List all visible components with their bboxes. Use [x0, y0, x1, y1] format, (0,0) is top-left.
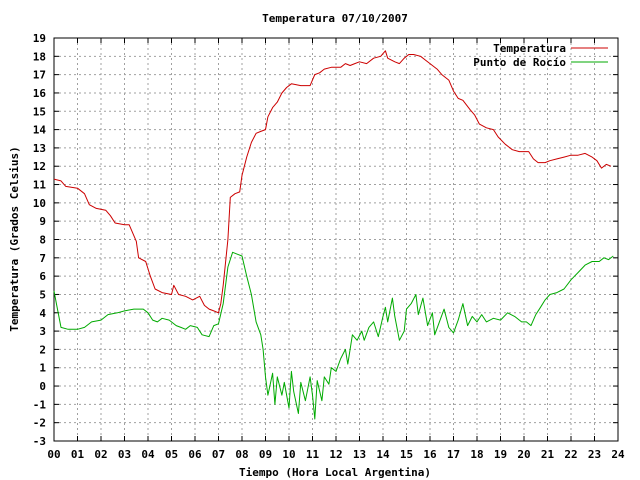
- y-tick-label: 18: [33, 50, 46, 63]
- x-tick-label: 01: [71, 448, 85, 461]
- y-tick-label: 5: [39, 288, 46, 301]
- y-tick-label: 13: [33, 142, 46, 155]
- y-tick-label: 1: [39, 362, 46, 375]
- series-line-1: [53, 251, 614, 420]
- x-tick-label: 00: [47, 448, 60, 461]
- y-tick-label: 8: [39, 234, 46, 247]
- x-tick-label: 11: [306, 448, 320, 461]
- x-tick-label: 21: [541, 448, 555, 461]
- x-tick-label: 16: [423, 448, 437, 461]
- y-tick-label: 10: [33, 197, 46, 210]
- y-tick-label: -3: [33, 435, 46, 448]
- tick-marks: [53, 37, 619, 442]
- y-tick-label: 11: [33, 179, 47, 192]
- y-tick-label: 16: [33, 87, 47, 100]
- y-tick-label: -1: [33, 398, 47, 411]
- legend-label: Punto de Rocío: [473, 56, 566, 69]
- x-tick-label: 19: [494, 448, 507, 461]
- x-axis-title: Tiempo (Hora Local Argentina): [239, 466, 431, 479]
- x-tick-label: 17: [447, 448, 460, 461]
- y-tick-label: 15: [33, 105, 46, 118]
- x-tick-label: 04: [141, 448, 155, 461]
- y-axis-title: Temperatura (Grados Celsius): [8, 146, 21, 331]
- x-tick-label: 12: [329, 448, 342, 461]
- chart-title: Temperatura 07/10/2007: [262, 12, 408, 25]
- series-lines: [53, 50, 614, 420]
- y-tick-label: -2: [33, 417, 46, 430]
- x-tick-label: 09: [259, 448, 272, 461]
- grid-lines: [54, 38, 618, 441]
- x-tick-label: 10: [282, 448, 295, 461]
- legend-label: Temperatura: [493, 42, 566, 55]
- y-tick-label: 4: [39, 307, 46, 320]
- x-tick-label: 07: [212, 448, 225, 461]
- x-tick-label: 18: [470, 448, 483, 461]
- x-tick-label: 22: [564, 448, 577, 461]
- y-tick-label: 3: [39, 325, 46, 338]
- x-tick-label: 02: [94, 448, 107, 461]
- y-tick-label: 9: [39, 215, 46, 228]
- y-tick-label: 0: [39, 380, 46, 393]
- x-tick-label: 05: [165, 448, 178, 461]
- x-tick-label: 23: [588, 448, 601, 461]
- y-tick-label: 7: [39, 252, 46, 265]
- x-tick-label: 24: [611, 448, 625, 461]
- y-tick-label: 12: [33, 160, 46, 173]
- y-tick-label: 6: [39, 270, 46, 283]
- y-tick-label: 19: [33, 32, 46, 45]
- x-tick-label: 08: [235, 448, 248, 461]
- y-tick-label: 14: [33, 124, 47, 137]
- y-tick-label: 17: [33, 69, 46, 82]
- x-tick-label: 20: [517, 448, 530, 461]
- x-tick-label: 14: [376, 448, 390, 461]
- x-tick-label: 06: [188, 448, 202, 461]
- x-tick-label: 13: [353, 448, 366, 461]
- y-tick-label: 2: [39, 343, 46, 356]
- x-tick-labels: 00 01 02 03 04 05 06 07 08 09 10 11 12 13 14 15 16 17 18 19…: [47, 448, 625, 461]
- series-line-0: [53, 50, 612, 314]
- x-tick-label: 03: [118, 448, 131, 461]
- x-tick-label: 15: [400, 448, 413, 461]
